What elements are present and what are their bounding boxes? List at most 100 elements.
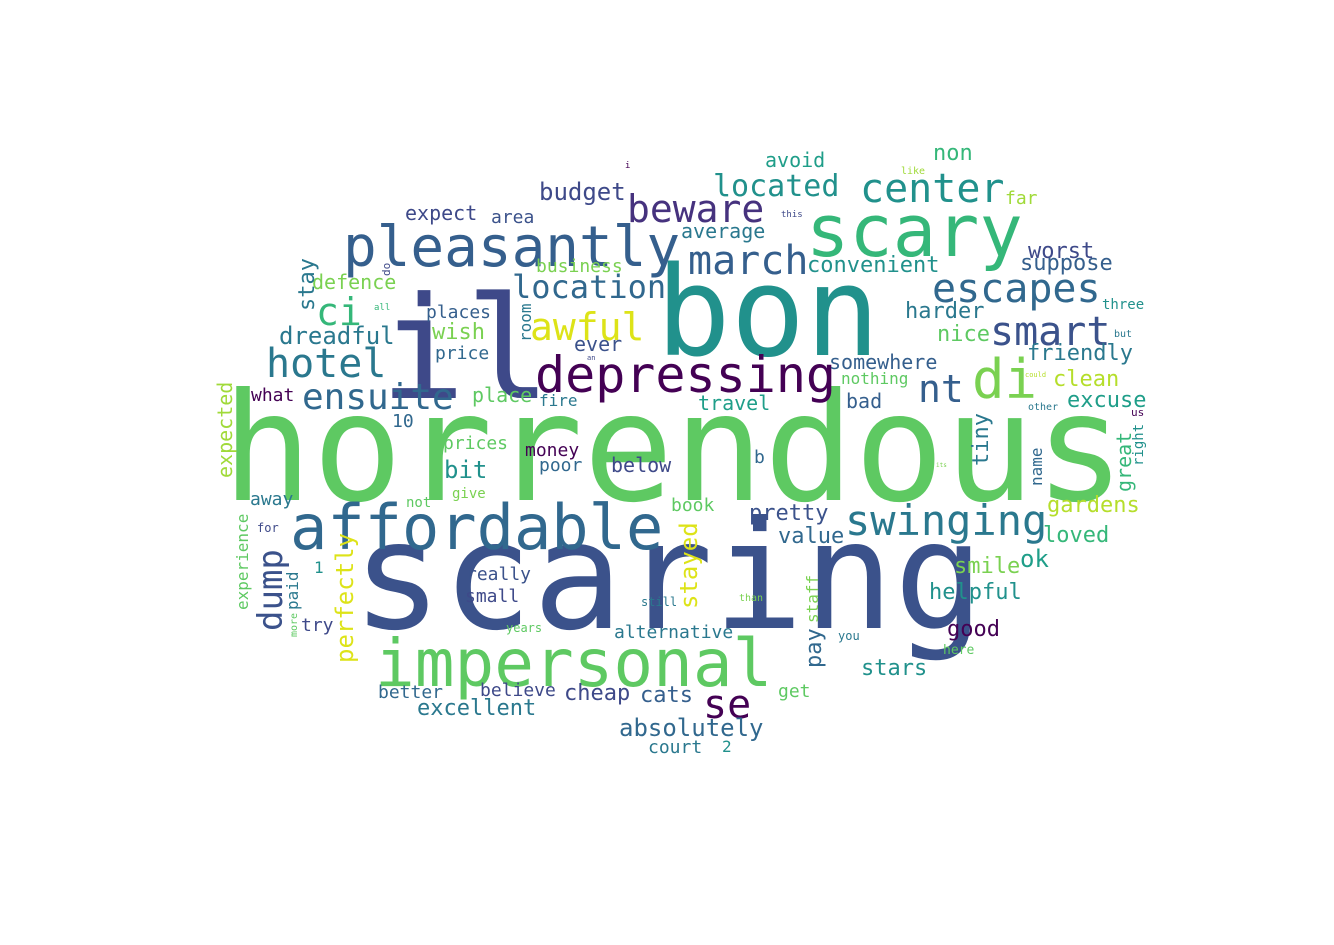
cloud-word: still: [641, 595, 677, 609]
cloud-word: places: [426, 302, 491, 323]
cloud-word: us: [1131, 406, 1144, 419]
cloud-word: depressing: [535, 346, 836, 404]
cloud-word: bon: [656, 241, 880, 385]
cloud-word: stars: [861, 656, 927, 681]
cloud-word: smile: [954, 554, 1020, 579]
cloud-word: non: [933, 141, 973, 166]
cloud-word: experience: [233, 514, 252, 610]
cloud-word: believe: [480, 680, 556, 701]
cloud-word: its: [936, 462, 947, 469]
cloud-word: travel: [698, 391, 770, 415]
cloud-word: area: [491, 207, 534, 228]
cloud-word: stayed: [675, 522, 703, 609]
cloud-word: name: [1027, 447, 1046, 486]
cloud-word: scaring: [352, 490, 984, 664]
cloud-word: pleasantly: [343, 215, 680, 280]
cloud-word: pay: [802, 628, 827, 668]
cloud-word: location: [512, 268, 666, 306]
cloud-word: price: [435, 343, 489, 364]
cloud-word: tiny: [969, 413, 994, 466]
cloud-word: horrendous: [222, 362, 1125, 536]
cloud-word: worst: [1028, 239, 1094, 264]
cloud-word: great: [1112, 432, 1136, 492]
cloud-word: could: [1025, 371, 1046, 379]
cloud-word: beware: [627, 187, 764, 231]
cloud-word: suppose: [1020, 251, 1113, 276]
cloud-word: nice: [937, 322, 990, 347]
cloud-word: ci: [316, 290, 362, 334]
cloud-word: an: [587, 354, 595, 362]
cloud-word: not: [406, 495, 431, 511]
cloud-word: nt: [918, 367, 964, 411]
cloud-word: court: [648, 737, 702, 758]
cloud-word: place: [472, 383, 532, 407]
cloud-word: perfectly: [331, 533, 359, 663]
cloud-word: se: [703, 682, 751, 728]
cloud-word: like: [901, 166, 925, 177]
cloud-word: smart: [990, 309, 1110, 355]
cloud-word: convenient: [807, 253, 939, 278]
cloud-word: expected: [213, 382, 237, 478]
cloud-word: poor: [539, 455, 583, 476]
cloud-word: staff: [803, 575, 822, 623]
cloud-word: defence: [312, 270, 396, 294]
cloud-word: swinging: [845, 496, 1047, 545]
cloud-word: helpful: [929, 580, 1022, 605]
cloud-word: money: [525, 440, 579, 461]
cloud-word: pretty: [749, 501, 828, 526]
cloud-word: here: [943, 643, 974, 658]
cloud-word: located: [713, 169, 839, 204]
cloud-word: get: [778, 681, 811, 702]
cloud-word: friendly: [1027, 341, 1133, 366]
cloud-word: really: [466, 564, 531, 585]
cloud-word: average: [681, 219, 765, 243]
cloud-word: you: [838, 629, 860, 643]
cloud-word: i: [625, 161, 630, 171]
cloud-word: stay: [295, 258, 320, 311]
cloud-word: avoid: [765, 148, 825, 172]
cloud-word: three: [1102, 297, 1144, 313]
cloud-word: other: [1028, 402, 1058, 413]
cloud-word: ensuite: [302, 377, 454, 418]
cloud-word: than: [739, 593, 763, 604]
cloud-word: this: [781, 210, 803, 220]
cloud-word: bit: [444, 456, 487, 484]
cloud-word: good: [947, 617, 1000, 642]
cloud-word: il: [380, 267, 551, 432]
cloud-word: absolutely: [619, 714, 764, 742]
cloud-word: do: [380, 263, 393, 276]
cloud-word: harder: [905, 299, 984, 324]
cloud-word: room: [516, 303, 535, 342]
cloud-word: march: [688, 238, 808, 284]
cloud-word: excuse: [1067, 388, 1146, 413]
cloud-word: value: [778, 524, 844, 549]
cloud-word: below: [611, 453, 672, 477]
cloud-word: ok: [1020, 545, 1049, 573]
cloud-word: affordable: [290, 491, 663, 564]
cloud-word: nothing: [841, 369, 908, 388]
cloud-word: prices: [443, 433, 508, 454]
cloud-word: center: [860, 166, 1005, 212]
cloud-word: 10: [392, 411, 414, 432]
cloud-word: alternative: [614, 622, 733, 643]
cloud-word: dreadful: [279, 322, 395, 350]
cloud-word: awful: [530, 305, 644, 349]
cloud-word: clean: [1053, 367, 1119, 392]
cloud-word: what: [251, 385, 294, 406]
cloud-word: give: [452, 486, 486, 502]
cloud-word: cheap: [564, 681, 630, 706]
cloud-word: better: [378, 682, 443, 703]
cloud-word: but: [1114, 329, 1132, 340]
cloud-word: di: [972, 348, 1037, 411]
cloud-word: more: [289, 613, 300, 637]
cloud-word: somewhere: [829, 350, 937, 374]
cloud-word: 1: [314, 558, 324, 577]
cloud-word: ever: [574, 332, 622, 356]
cloud-word: fire: [539, 391, 578, 410]
cloud-word: try: [301, 615, 334, 636]
cloud-word: small: [465, 586, 519, 607]
cloud-word: wish: [432, 320, 485, 345]
cloud-word: cats: [640, 683, 693, 708]
cloud-word: dump: [251, 549, 291, 631]
